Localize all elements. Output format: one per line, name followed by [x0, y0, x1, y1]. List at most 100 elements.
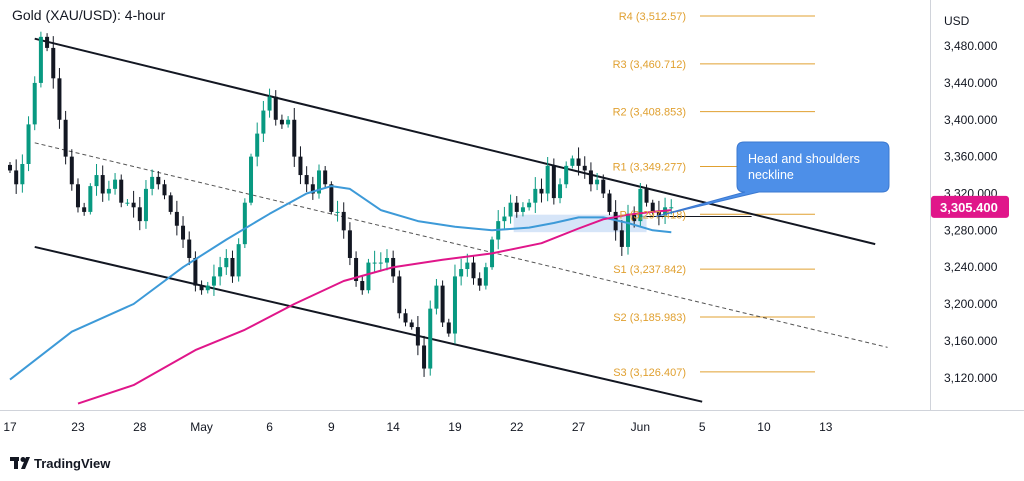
candle-body	[242, 202, 247, 245]
candle-body	[644, 188, 649, 203]
candle-body	[218, 267, 223, 277]
pivot-label: R3 (3,460.712)	[613, 59, 686, 71]
candle-body	[286, 119, 291, 125]
tradingview-logo-icon	[10, 457, 30, 469]
moving-averages-layer	[9, 185, 672, 405]
y-tick-label: 3,440.000	[944, 76, 998, 90]
trendlines-layer	[34, 37, 888, 403]
y-tick-label: 3,480.000	[944, 39, 998, 53]
candle-body	[323, 170, 328, 185]
candle-body	[335, 211, 340, 213]
last-price-value: 3,305.400	[940, 200, 998, 215]
candle-body	[181, 225, 186, 240]
candle-body	[94, 175, 99, 187]
tradingview-logo[interactable]: TradingView	[10, 456, 111, 471]
candle-body	[409, 322, 414, 328]
candle-body	[428, 308, 433, 369]
callout-text: Head and shoulders neckline	[748, 152, 863, 182]
candle-body	[304, 175, 309, 185]
last-price-badge	[931, 195, 1009, 218]
candle-body	[638, 188, 643, 222]
candle-body	[527, 202, 532, 208]
candle-body	[143, 188, 148, 222]
candle-body	[162, 184, 167, 196]
ma-slow-line	[77, 209, 672, 405]
candle-body	[446, 322, 451, 334]
x-tick-label: 28	[133, 420, 147, 434]
x-tick-label: 23	[71, 420, 85, 434]
currency-label: USD	[944, 14, 970, 28]
candle-body	[187, 239, 192, 258]
candle-body	[440, 285, 445, 323]
candle-body	[459, 269, 464, 277]
candle-body	[514, 202, 519, 212]
candle-body	[452, 276, 457, 334]
candle-body	[131, 202, 136, 208]
candle-body	[113, 179, 118, 189]
candle-body	[38, 36, 43, 83]
candle-body	[45, 36, 50, 48]
candle-body	[471, 262, 476, 279]
last-price-tag: 3,305.400	[931, 195, 1009, 218]
candle-body	[100, 175, 105, 194]
candle-body	[403, 313, 408, 323]
candle-body	[669, 207, 674, 209]
candle-body	[137, 207, 142, 222]
neckline-callout[interactable]: Head and shoulders neckline	[655, 141, 890, 218]
ma-fast-line	[9, 185, 672, 381]
candle-body	[14, 170, 19, 185]
candle-body	[249, 156, 254, 203]
candle-body	[576, 158, 581, 166]
candle-body	[434, 285, 439, 309]
x-tick-label: 19	[448, 420, 462, 434]
x-tick-label: 9	[328, 420, 335, 434]
candle-body	[267, 96, 272, 111]
candle-body	[483, 267, 488, 286]
candle-body	[57, 78, 62, 120]
candle-body	[75, 184, 80, 208]
channel-upper-line	[34, 37, 876, 246]
candle-body	[8, 164, 12, 171]
candle-body	[354, 257, 359, 282]
candle-body	[193, 257, 198, 286]
pivot-label: R4 (3,512.57)	[619, 11, 686, 23]
candle-body	[341, 211, 346, 231]
candle-body	[595, 179, 600, 185]
candle-body	[465, 262, 470, 270]
candle-body	[236, 244, 241, 277]
x-tick-label: May	[190, 420, 213, 434]
candle-body	[279, 119, 284, 125]
x-tick-label: 6	[266, 420, 273, 434]
candle-body	[551, 165, 556, 199]
candle-body	[63, 119, 68, 157]
candle-body	[366, 262, 371, 291]
candle-body	[69, 156, 74, 185]
candle-body	[199, 285, 204, 291]
candle-body	[347, 230, 352, 258]
candle-body	[384, 257, 389, 263]
candle-body	[88, 186, 93, 212]
candle-body	[619, 230, 624, 247]
candle-body	[261, 110, 266, 134]
candle-body	[372, 262, 377, 264]
candle-body	[150, 176, 155, 189]
candle-body	[626, 213, 630, 247]
x-tick-label: 14	[386, 420, 400, 434]
channel-lower-line	[34, 245, 703, 403]
candle-body	[119, 179, 124, 203]
candle-body	[582, 165, 587, 171]
y-tick-label: 3,160.000	[944, 334, 998, 348]
candle-body	[533, 188, 538, 203]
candle-body	[224, 257, 229, 268]
x-axis-ticks: 17 23 28 May 6 9 14 19 22 27 Jun 5 10 13	[3, 420, 832, 434]
y-tick-label: 3,240.000	[944, 260, 998, 274]
y-tick-label: 3,360.000	[944, 150, 998, 164]
tradingview-brand: TradingView	[34, 456, 111, 471]
candle-body	[570, 158, 575, 166]
candle-body	[51, 47, 56, 79]
x-tick-label: 10	[757, 420, 771, 434]
candle-body	[564, 165, 569, 185]
x-tick-label: 17	[3, 420, 17, 434]
candle-body	[32, 82, 37, 125]
